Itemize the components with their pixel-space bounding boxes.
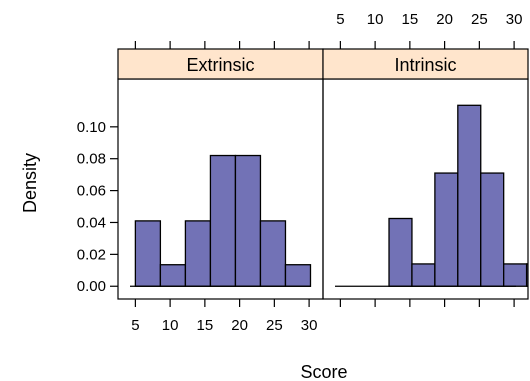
bar-intrinsic-5 bbox=[503, 263, 528, 287]
bar-extrinsic-5 bbox=[259, 220, 287, 287]
x-tick-label-top-10: 10 bbox=[367, 11, 384, 28]
y-tick-label-1: 0.02 bbox=[77, 246, 106, 263]
panels-layer: Extrinsic 5 10 15 20 25 30 Intrinsic 5 10 15 20 25 30… bbox=[77, 11, 529, 334]
bar-intrinsic-0 bbox=[388, 217, 413, 287]
y-tick-label-5: 0.10 bbox=[77, 119, 106, 136]
strip-label-extrinsic: Extrinsic bbox=[186, 55, 254, 75]
x-axis-title: Score bbox=[300, 362, 347, 381]
bar-intrinsic-2 bbox=[434, 172, 459, 287]
x-tick-label-bottom-15: 15 bbox=[197, 317, 214, 334]
y-tick-label-3: 0.06 bbox=[77, 183, 106, 200]
x-tick-label-top-20: 20 bbox=[436, 11, 453, 28]
bar-intrinsic-4 bbox=[480, 172, 505, 287]
x-tick-label-top-30: 30 bbox=[506, 11, 523, 28]
x-tick-label-bottom-20: 20 bbox=[231, 317, 248, 334]
x-tick-label-bottom-5: 5 bbox=[131, 317, 139, 334]
bar-extrinsic-2 bbox=[184, 220, 212, 287]
strip-intrinsic bbox=[322, 48, 529, 80]
x-tick-label-bottom-30: 30 bbox=[301, 317, 318, 334]
bar-extrinsic-3 bbox=[209, 154, 237, 287]
y-tick-label-4: 0.08 bbox=[77, 151, 106, 168]
bar-extrinsic-1 bbox=[159, 264, 187, 287]
strip-extrinsic bbox=[117, 48, 324, 80]
y-tick-label-0: 0.00 bbox=[77, 278, 106, 295]
y-axis-title: Density bbox=[20, 153, 40, 213]
x-tick-label-top-5: 5 bbox=[336, 11, 344, 28]
x-tick-label-top-15: 15 bbox=[402, 11, 419, 28]
x-tick-label-bottom-25: 25 bbox=[266, 317, 283, 334]
bar-intrinsic-3 bbox=[457, 104, 482, 287]
y-tick-label-2: 0.04 bbox=[77, 214, 106, 231]
x-tick-label-bottom-10: 10 bbox=[162, 317, 179, 334]
strip-label-intrinsic: Intrinsic bbox=[394, 55, 456, 75]
x-tick-label-top-25: 25 bbox=[471, 11, 488, 28]
bar-intrinsic-1 bbox=[411, 263, 436, 287]
bar-extrinsic-6 bbox=[284, 264, 312, 287]
bar-intrinsic-6 bbox=[525, 263, 528, 287]
bar-extrinsic-4 bbox=[234, 154, 262, 287]
bar-extrinsic-0 bbox=[134, 220, 162, 287]
